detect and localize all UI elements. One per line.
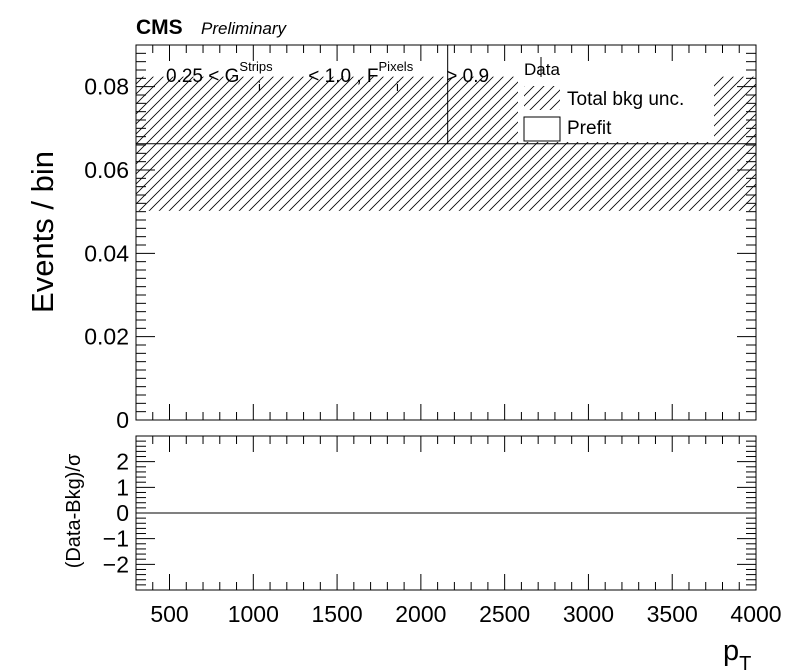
ratio-y-tick-label-2: 0 (116, 500, 129, 526)
x-tick-label-1000: 1000 (228, 601, 279, 627)
ratio-y-tick-label-3: 1 (116, 474, 129, 500)
y-tick-label-3: 0.06 (84, 157, 129, 183)
x-tick-label-3500: 3500 (647, 601, 698, 627)
region-label: 0.25 < GStrips i < 1.0 , FPixels i > 0.9 (166, 59, 489, 94)
y-tick-label-0: 0 (116, 407, 129, 433)
ratio-y-tick-label-1: −1 (103, 526, 129, 552)
region-label-f-subscript: i (396, 79, 399, 94)
x-axis-title-subscript: T (739, 653, 751, 672)
x-axis-title-main: p (723, 635, 739, 667)
region-label-upper: > 0.9 (441, 66, 489, 87)
y-tick-label-1: 0.02 (84, 324, 129, 350)
cms-label: CMS (136, 16, 183, 39)
y-axis-title: Events / bin (25, 151, 60, 313)
ratio-y-axis-title: (Data-Bkg)/σ (63, 453, 85, 568)
legend-entry-data: Data (524, 60, 560, 79)
region-label-g-subscript: i (258, 79, 261, 94)
x-tick-label-2000: 2000 (395, 601, 446, 627)
region-label-g-superscript: Strips (239, 59, 273, 74)
region-label-lower: 0.25 < G (166, 66, 239, 87)
legend-entry-prefit: Prefit (567, 118, 612, 139)
region-label-f-superscript: Pixels (379, 59, 414, 74)
x-axis-title: pT (723, 635, 751, 672)
tick-labels-layer: 500 1000 1500 2000 2500 3000 3500 4000 0 0.02 0.04… (84, 74, 781, 627)
main-plot-frame (135, 44, 757, 421)
preliminary-label: Preliminary (201, 19, 288, 38)
ratio-y-tick-label-0: −2 (103, 551, 129, 577)
region-label-middle: < 1.0 , F (303, 66, 379, 87)
x-tick-label-2500: 2500 (479, 601, 530, 627)
x-tick-label-500: 500 (150, 601, 188, 627)
axis-ticks-layer (135, 44, 757, 590)
y-tick-label-4: 0.08 (84, 74, 129, 100)
legend-prefit-swatch (523, 116, 561, 142)
legend-entry-total-bkg-unc: Total bkg unc. (567, 89, 684, 110)
x-tick-label-3000: 3000 (563, 601, 614, 627)
legend-bkg-unc-swatch (524, 86, 560, 110)
legend: Data Total bkg unc. Prefit (518, 50, 714, 142)
y-tick-label-2: 0.04 (84, 240, 129, 266)
ratio-y-tick-label-4: 2 (116, 449, 129, 475)
x-tick-label-1500: 1500 (311, 601, 362, 627)
x-tick-label-4000: 4000 (730, 601, 781, 627)
